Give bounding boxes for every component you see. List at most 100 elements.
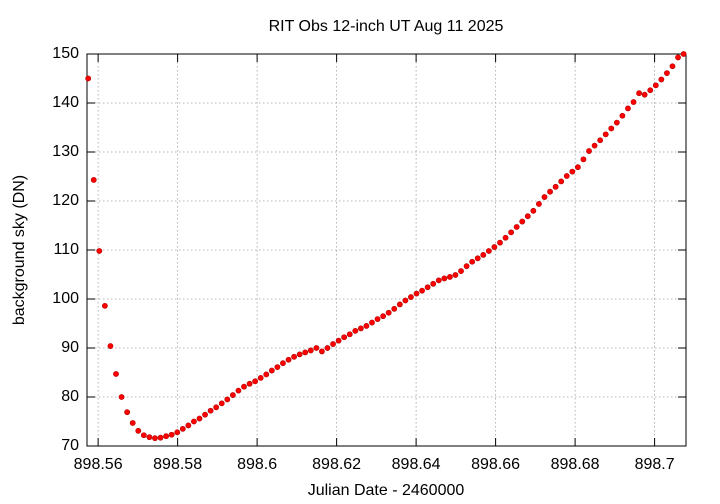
point	[430, 280, 437, 287]
point	[118, 394, 125, 400]
x-tick-label: 898.58	[153, 456, 202, 473]
point	[252, 378, 259, 385]
point	[274, 364, 281, 371]
point	[413, 290, 420, 297]
point	[574, 164, 581, 171]
point	[185, 422, 192, 429]
point	[602, 131, 609, 138]
point	[541, 194, 548, 200]
chart-title: RIT Obs 12-inch UT Aug 11 2025	[269, 18, 504, 35]
point	[341, 334, 348, 341]
point	[140, 432, 147, 439]
y-tick-label: 130	[52, 143, 79, 160]
point	[335, 337, 342, 344]
point	[513, 224, 520, 230]
plot-frame	[86, 53, 687, 447]
point	[163, 433, 169, 440]
point	[658, 76, 665, 83]
point	[591, 142, 598, 149]
point	[157, 434, 164, 441]
point	[280, 360, 286, 367]
point	[419, 287, 425, 294]
point	[669, 63, 676, 70]
point	[608, 125, 615, 132]
point	[502, 234, 509, 241]
point	[424, 284, 431, 291]
point	[129, 420, 136, 426]
x-tick-label: 898.68	[551, 456, 600, 473]
point	[491, 244, 498, 250]
point	[107, 343, 114, 349]
y-tick-label: 140	[52, 94, 79, 111]
x-tick-label: 898.66	[471, 456, 520, 473]
y-tick-label: 150	[52, 45, 79, 62]
y-tick-label: 100	[52, 290, 79, 307]
point	[307, 347, 314, 354]
point	[435, 277, 442, 284]
point	[647, 87, 654, 94]
point	[352, 327, 359, 334]
point	[246, 380, 253, 387]
point	[302, 349, 309, 356]
point	[313, 345, 320, 351]
point	[346, 331, 353, 338]
y-axis-label: background sky (DN)	[11, 175, 28, 325]
point	[619, 112, 626, 119]
point	[235, 387, 242, 394]
point	[152, 435, 158, 442]
point	[369, 319, 375, 326]
point	[146, 434, 153, 441]
point	[124, 409, 131, 416]
x-tick-label: 898.62	[312, 456, 361, 473]
point	[90, 177, 97, 183]
point	[485, 248, 492, 254]
point	[675, 54, 681, 61]
point	[224, 396, 231, 403]
point	[324, 345, 331, 351]
point	[530, 207, 537, 214]
y-tick-label: 90	[61, 339, 79, 356]
point	[380, 313, 387, 320]
point	[191, 418, 197, 425]
point	[268, 367, 275, 374]
point	[664, 70, 670, 77]
point	[391, 305, 398, 312]
point	[168, 431, 175, 438]
point	[552, 183, 559, 190]
point	[508, 229, 515, 236]
point	[558, 178, 565, 185]
point	[396, 301, 403, 308]
x-tick-label: 898.6	[237, 456, 277, 473]
point	[96, 248, 103, 254]
point	[452, 272, 459, 278]
y-tick-label: 70	[61, 437, 79, 454]
point	[641, 91, 648, 98]
point	[218, 400, 225, 407]
point	[613, 119, 620, 126]
point	[402, 297, 409, 304]
x-tick-label: 898.64	[392, 456, 441, 473]
point	[547, 188, 553, 195]
point	[630, 99, 637, 105]
point	[85, 75, 92, 82]
point	[463, 263, 470, 270]
point	[597, 137, 604, 144]
point	[196, 415, 203, 422]
point	[680, 51, 687, 57]
point	[636, 90, 642, 97]
point	[257, 374, 264, 381]
point	[101, 302, 108, 309]
point	[363, 323, 370, 329]
y-tick-label: 110	[53, 241, 79, 258]
y-tick-label: 80	[61, 388, 79, 405]
point	[374, 316, 381, 322]
point	[652, 82, 659, 89]
point	[441, 275, 448, 282]
point	[408, 294, 414, 300]
point	[179, 425, 186, 432]
point	[285, 356, 292, 363]
point	[446, 274, 453, 280]
point	[229, 392, 236, 398]
point	[202, 411, 208, 418]
